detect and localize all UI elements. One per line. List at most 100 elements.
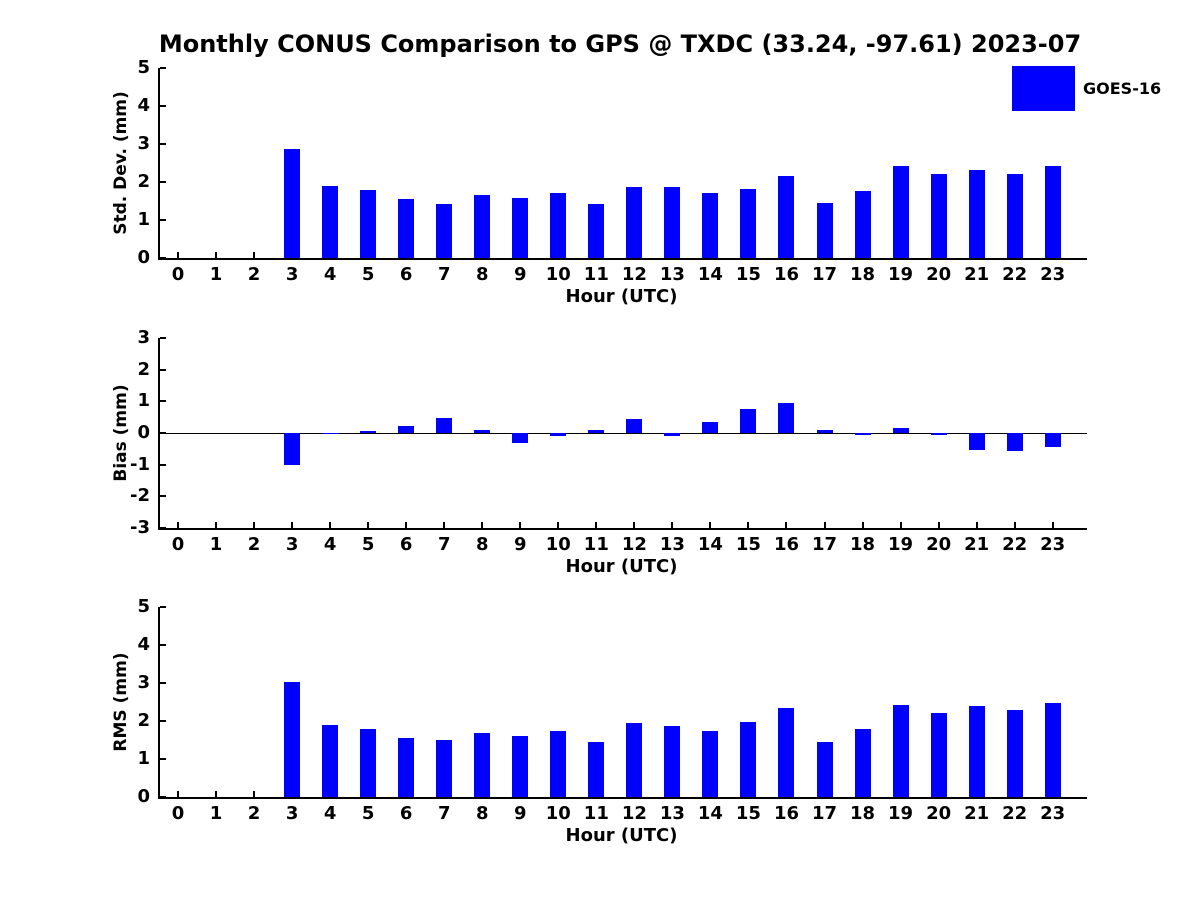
- bar-rms-hour-4: [322, 724, 339, 797]
- x-tick-label: 22: [1002, 264, 1028, 285]
- plot-area-bias: 3 2 1 0 -1 -2 -3 0 1 2 3 4 5 6 7 8 9 10 11 12 13 14 15 16 17 18 19…: [130, 327, 1087, 555]
- x-tick-label: 21: [964, 264, 990, 285]
- x-tick-label: 18: [850, 803, 876, 824]
- x-tick-label: 8: [475, 803, 489, 824]
- y-tick-label: 2: [137, 358, 150, 380]
- y-tick-label: 3: [137, 133, 150, 154]
- x-tick-label: 18: [850, 534, 876, 555]
- legend-swatch-goes16: [1012, 66, 1075, 111]
- x-tick: [823, 522, 826, 528]
- y-tick-label: 0: [137, 247, 150, 268]
- bar-rms-hour-12: [626, 722, 643, 797]
- x-tick-label: 15: [735, 534, 761, 555]
- y-tick-label: -1: [130, 453, 150, 475]
- x-tick-label: 21: [964, 534, 990, 555]
- bar-rms-hour-7: [436, 739, 453, 797]
- bar-std-dev-hour-19: [892, 166, 909, 258]
- bar-bias-hour-13: [664, 433, 681, 436]
- y-tick: [160, 400, 166, 403]
- x-tick-label: 0: [171, 534, 185, 555]
- bar-rms-hour-21: [968, 706, 985, 797]
- bar-std-dev-hour-5: [360, 189, 377, 258]
- y-tick: [160, 644, 166, 646]
- y-tick: [160, 432, 166, 434]
- x-tick: [671, 522, 674, 528]
- x-tick: [519, 522, 522, 528]
- x-tick-label: 0: [171, 264, 185, 285]
- y-tick: [160, 495, 166, 498]
- bar-bias-hour-23: [1044, 433, 1061, 447]
- x-tick: [253, 252, 256, 258]
- x-tick: [329, 522, 332, 528]
- x-tick-label: 19: [888, 264, 914, 285]
- y-tick: [160, 368, 166, 371]
- y-tick-label: 4: [137, 634, 150, 655]
- x-axis-label-bias: Hour (UTC): [565, 556, 678, 577]
- x-tick-label: 14: [697, 264, 723, 285]
- x-tick-label: 22: [1002, 534, 1028, 555]
- x-tick: [215, 522, 218, 528]
- x-tick: [177, 791, 179, 797]
- plot-area-std-dev: 0 1 2 3 4 5 0 1 2 3 4 5 6 7 8 9 10 11 12 13 14 15 16 17 18 19 20 21…: [137, 57, 1087, 285]
- x-tick-label: 19: [888, 534, 914, 555]
- bar-std-dev-hour-22: [1006, 174, 1023, 258]
- x-tick-label: 1: [209, 803, 223, 824]
- bar-rms-hour-11: [588, 741, 605, 797]
- bar-bias-hour-17: [816, 430, 833, 433]
- x-tick-label: 1: [209, 264, 223, 285]
- x-tick-label: 18: [850, 264, 876, 285]
- y-tick-label: 1: [137, 390, 150, 412]
- x-tick: [595, 522, 598, 528]
- x-tick: [975, 522, 978, 528]
- x-tick-label: 7: [437, 803, 451, 824]
- x-tick-label: 8: [475, 264, 489, 285]
- x-tick-label: 11: [583, 264, 609, 285]
- y-tick: [160, 257, 166, 259]
- x-tick-label: 7: [437, 534, 451, 555]
- x-tick-label: 16: [773, 534, 799, 555]
- bar-bias-hour-18: [854, 433, 871, 435]
- x-tick: [861, 522, 864, 528]
- bar-std-dev-hour-21: [968, 169, 985, 258]
- y-tick: [160, 181, 166, 183]
- bar-bias-hour-14: [702, 421, 719, 433]
- bar-std-dev-hour-11: [588, 203, 605, 258]
- bar-rms-hour-8: [474, 733, 491, 797]
- bar-bias-hour-19: [892, 428, 909, 433]
- y-tick: [160, 606, 166, 608]
- x-tick-label: 7: [437, 264, 451, 285]
- y-tick: [160, 337, 166, 339]
- x-tick-label: 6: [399, 803, 413, 824]
- x-tick: [367, 522, 370, 528]
- y-tick: [160, 796, 166, 798]
- bar-rms-hour-9: [512, 735, 529, 797]
- x-tick-label: 8: [475, 534, 489, 555]
- x-tick-label: 14: [697, 803, 723, 824]
- x-tick-label: 12: [621, 534, 647, 555]
- bar-bias-hour-10: [550, 433, 567, 437]
- legend-label-goes16: GOES-16: [1083, 79, 1162, 98]
- bar-bias-hour-3: [284, 433, 301, 466]
- x-tick-label: 4: [323, 534, 337, 555]
- y-tick-label: 3: [137, 327, 150, 348]
- x-tick-label: 10: [545, 264, 571, 285]
- bar-rms-hour-18: [854, 729, 871, 797]
- x-tick: [291, 522, 294, 528]
- y-tick: [160, 682, 166, 684]
- bar-rms-hour-20: [930, 712, 947, 797]
- x-tick-label: 16: [773, 803, 799, 824]
- x-tick-label: 5: [361, 803, 375, 824]
- x-tick-label: 20: [926, 803, 952, 824]
- y-tick-label: -2: [130, 485, 150, 507]
- x-tick-label: 12: [621, 264, 647, 285]
- x-tick: [215, 252, 218, 258]
- bar-rms-hour-14: [702, 731, 719, 797]
- x-tick-label: 6: [399, 264, 413, 285]
- x-axis-label-std-dev: Hour (UTC): [565, 286, 678, 307]
- bar-rms-hour-19: [892, 705, 909, 797]
- x-tick: [747, 522, 750, 528]
- bar-std-dev-hour-8: [474, 194, 491, 258]
- x-tick-label: 5: [361, 534, 375, 555]
- y-tick-label: 0: [137, 786, 150, 807]
- x-tick-label: 11: [583, 534, 609, 555]
